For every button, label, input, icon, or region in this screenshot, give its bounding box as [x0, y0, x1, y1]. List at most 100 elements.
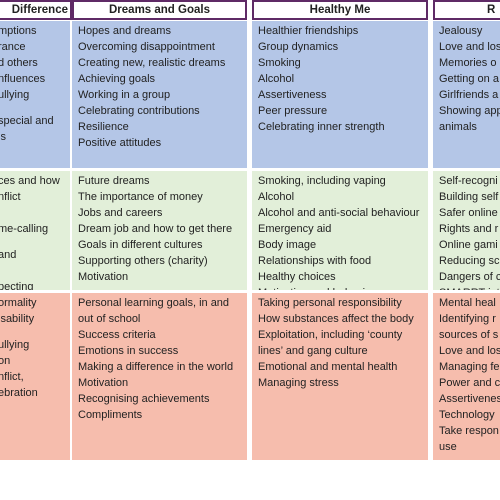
cell-line: me-calling — [0, 223, 49, 235]
cell-line: nflict — [0, 191, 21, 203]
cell-line: Dangers of c — [439, 271, 500, 283]
cell-line: mptions — [0, 25, 37, 37]
cell-line: Relationships with food — [258, 255, 372, 267]
cell-line: Showing app — [439, 105, 500, 117]
table-cell: Taking personal responsibility How substa… — [252, 293, 428, 460]
cell-line: Getting on a — [439, 73, 499, 85]
cell-line: ebration — [0, 387, 38, 399]
cell-line: Memories o — [439, 57, 497, 69]
cell-line: The importance of money — [78, 191, 203, 203]
table-cell: Jealousy Love and los Memories o Getting on… — [433, 21, 500, 168]
cell-line: Self-recogni — [439, 175, 498, 187]
cell-line: lines’ and gang culture — [258, 345, 368, 357]
cell-line: Building self — [439, 191, 499, 203]
cell-line: Reducing scr — [439, 255, 500, 267]
cell-line: Peer pressure — [258, 105, 328, 117]
cell-line: ullying — [0, 339, 30, 351]
cell-line: Love and los — [439, 345, 500, 357]
column-header: Dreams and Goals — [72, 0, 247, 20]
cell-line: rance — [0, 41, 26, 53]
cell-line: Safer online — [439, 207, 498, 219]
cell-line: Future dreams — [78, 175, 150, 187]
cell-line: and — [0, 249, 17, 261]
cell-line: Hopes and dreams — [78, 25, 171, 37]
column-header: Difference — [0, 0, 72, 20]
cell-line: isability — [0, 313, 35, 325]
cell-line: Smoking, including vaping — [258, 175, 386, 187]
table-cell: Self-recogni Building self Safer online Rig… — [433, 171, 500, 290]
cell-line: animals — [439, 121, 477, 133]
cell-line: Dream job and how to get there — [78, 223, 233, 235]
table-cell: Healthier friendships Group dynamics Smoki… — [252, 21, 428, 168]
cell-line: Success criteria — [78, 329, 156, 341]
cell-line: Emotions in success — [78, 345, 179, 357]
cell-line: Creating new, realistic dreams — [78, 57, 226, 69]
cell-line: Jealousy — [439, 25, 483, 37]
cell-line: Assertivenes — [439, 393, 500, 405]
cell-line: Motivation — [78, 377, 129, 389]
column-header: Healthy Me — [252, 0, 428, 20]
table-cell: mptions rance d others nfluences ullying spec… — [0, 21, 70, 168]
cell-line: Smoking — [258, 57, 301, 69]
cell-line: Motivation and behaviour — [258, 285, 428, 290]
cell-line: Emotional and mental health — [258, 361, 398, 373]
cell-line: nfluences — [0, 73, 46, 85]
column-header: R — [433, 0, 500, 20]
cell-line: Working in a group — [78, 89, 171, 101]
cell-line: d others — [0, 57, 38, 69]
cell-line: Body image — [258, 239, 317, 251]
cell-line: Taking personal responsibility — [258, 297, 402, 309]
cell-line: nflict, — [0, 371, 24, 383]
cell-line: Group dynamics — [258, 41, 339, 53]
cell-line: Emergency aid — [258, 223, 332, 235]
cell-line: Motivation — [78, 271, 129, 283]
cell-line: Personal learning goals, in and — [78, 297, 230, 309]
cell-line: SMARRT int — [439, 285, 500, 290]
table-cell: ormality isability ullying on nflict, ebratio… — [0, 293, 70, 460]
cell-line: How substances affect the body — [258, 313, 414, 325]
cell-line: Resilience — [78, 121, 129, 133]
cell-line: Take respon — [439, 425, 499, 437]
cell-line: Healthy choices — [258, 271, 336, 283]
table-cell: Future dreams The importance of money Jobs… — [72, 171, 247, 290]
cell-line: Positive attitudes — [78, 137, 162, 149]
cell-line: Achieving goals — [78, 73, 156, 85]
cell-line: Managing fe — [439, 361, 500, 373]
table-cell: Personal learning goals, in and out of sc… — [72, 293, 247, 460]
cell-line: Exploitation, including ‘county — [258, 329, 403, 341]
cell-line: Love and los — [439, 41, 500, 53]
cell-line: ces and how — [0, 175, 60, 187]
cell-line: Supporting others (charity) — [78, 255, 208, 267]
cell-line: Jobs and careers — [78, 207, 163, 219]
cell-line: Identifying r — [439, 313, 496, 325]
cell-line: Goals in different cultures — [78, 239, 203, 251]
cell-line: Power and c — [439, 377, 500, 389]
cell-line: Online gami — [439, 239, 498, 251]
cell-line: on — [0, 355, 11, 367]
cell-line: is — [0, 131, 6, 143]
cell-line: ormality — [0, 297, 37, 309]
cell-line: Alcohol and anti-social behaviour — [258, 207, 420, 219]
cell-line: ullying — [0, 89, 30, 101]
cell-line: Managing stress — [258, 377, 339, 389]
cell-line: out of school — [78, 313, 141, 325]
cell-line: special and — [0, 115, 54, 127]
cell-line: Mental heal — [439, 297, 496, 309]
cell-line: Celebrating contributions — [78, 105, 200, 117]
cell-line: Recognising achievements — [78, 393, 210, 405]
cell-line: sources of s — [439, 329, 499, 341]
table-cell: Mental heal Identifying r sources of s Love… — [433, 293, 500, 460]
cell-line: Making a difference in the world — [78, 361, 234, 373]
cell-line: Alcohol — [258, 191, 295, 203]
cell-line: pecting — [0, 281, 34, 290]
cell-line: use — [439, 441, 457, 453]
cell-line: Rights and r — [439, 223, 499, 235]
cell-line: Assertiveness — [258, 89, 327, 101]
table-cell: ces and how nflict me-calling and pecting — [0, 171, 70, 290]
table-cell: Smoking, including vaping Alcohol Alcohol … — [252, 171, 428, 290]
cell-line: Overcoming disappointment — [78, 41, 215, 53]
cell-line: Alcohol — [258, 73, 295, 85]
cell-line: Healthier friendships — [258, 25, 359, 37]
